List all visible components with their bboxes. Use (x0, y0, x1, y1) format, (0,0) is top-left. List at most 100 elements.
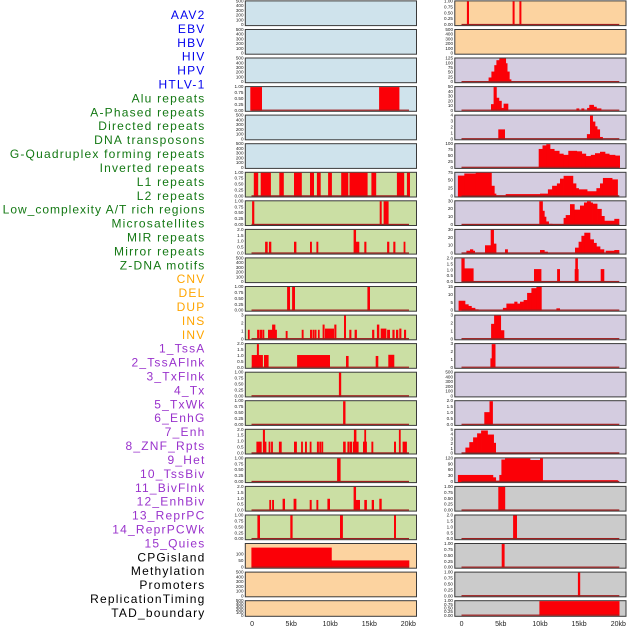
svg-text:A-Phased repeats: A-Phased repeats (90, 105, 205, 119)
svg-text:0.00: 0.00 (235, 193, 244, 198)
svg-text:14_ReprPCWk: 14_ReprPCWk (112, 523, 205, 537)
svg-text:0.00: 0.00 (444, 508, 453, 513)
svg-text:200: 200 (236, 13, 244, 18)
svg-text:TAD_boundary: TAD_boundary (111, 606, 205, 620)
svg-text:0.25: 0.25 (235, 473, 244, 478)
svg-text:0.00: 0.00 (235, 308, 244, 313)
svg-text:0.0: 0.0 (237, 451, 244, 456)
svg-text:10: 10 (448, 214, 454, 219)
svg-text:0.25: 0.25 (444, 609, 453, 614)
svg-text:0.25: 0.25 (235, 188, 244, 193)
svg-text:0: 0 (450, 193, 453, 198)
svg-text:9_Het: 9_Het (167, 453, 205, 467)
svg-text:0: 0 (450, 136, 453, 141)
svg-text:8_ZNF_Rpts: 8_ZNF_Rpts (125, 439, 205, 453)
svg-text:1.00: 1.00 (235, 198, 244, 203)
svg-text:0.5: 0.5 (237, 245, 244, 250)
svg-text:1.00: 1.00 (444, 541, 453, 546)
svg-text:0.25: 0.25 (235, 530, 244, 535)
svg-text:0: 0 (450, 251, 453, 256)
svg-text:0.00: 0.00 (444, 22, 453, 27)
svg-text:EBV: EBV (178, 22, 206, 36)
svg-text:0.50: 0.50 (235, 182, 244, 187)
svg-text:1.5: 1.5 (237, 347, 244, 352)
svg-text:500: 500 (445, 370, 453, 375)
svg-text:90: 90 (448, 461, 454, 466)
svg-text:20: 20 (448, 206, 454, 211)
svg-text:3_TxFlnk: 3_TxFlnk (147, 370, 206, 384)
svg-text:0: 0 (450, 165, 453, 170)
svg-text:0.25: 0.25 (235, 387, 244, 392)
svg-text:HTLV-1: HTLV-1 (159, 78, 206, 92)
svg-text:400: 400 (236, 117, 244, 122)
svg-text:DUP: DUP (177, 300, 206, 314)
svg-text:AAV2: AAV2 (171, 8, 206, 22)
svg-text:0.5: 0.5 (237, 445, 244, 450)
svg-text:0.0: 0.0 (447, 422, 454, 427)
svg-text:5: 5 (450, 427, 453, 432)
svg-text:300: 300 (236, 65, 244, 70)
svg-text:Alu repeats: Alu repeats (132, 91, 206, 105)
svg-text:0: 0 (450, 51, 453, 56)
svg-text:0.50: 0.50 (235, 524, 244, 529)
svg-text:500: 500 (236, 56, 244, 61)
svg-text:2: 2 (450, 441, 453, 446)
svg-text:20kb: 20kb (401, 621, 416, 628)
svg-text:0: 0 (450, 365, 453, 370)
svg-text:0.50: 0.50 (235, 96, 244, 101)
svg-text:0: 0 (450, 479, 453, 484)
svg-text:0.0: 0.0 (237, 508, 244, 513)
svg-text:0: 0 (460, 621, 464, 628)
svg-text:200: 200 (445, 41, 453, 46)
svg-text:1.00: 1.00 (444, 598, 453, 603)
svg-text:12_EnhBiv: 12_EnhBiv (137, 495, 206, 509)
svg-text:400: 400 (236, 32, 244, 37)
svg-text:0: 0 (241, 136, 244, 141)
svg-text:2.0: 2.0 (237, 341, 244, 346)
svg-text:400: 400 (236, 260, 244, 265)
svg-text:400: 400 (445, 32, 453, 37)
svg-text:1.00: 1.00 (235, 370, 244, 375)
svg-text:0: 0 (450, 308, 453, 313)
svg-text:0.5: 0.5 (447, 530, 454, 535)
svg-text:0.00: 0.00 (235, 393, 244, 398)
svg-text:0.25: 0.25 (444, 502, 453, 507)
svg-text:20: 20 (448, 98, 454, 103)
svg-text:20kb: 20kb (611, 621, 626, 628)
svg-text:2: 2 (450, 349, 453, 354)
svg-text:30: 30 (448, 94, 454, 99)
svg-text:0.25: 0.25 (444, 559, 453, 564)
svg-text:4: 4 (450, 113, 453, 118)
svg-text:10_TssBiv: 10_TssBiv (140, 467, 206, 481)
svg-text:0.50: 0.50 (444, 553, 453, 558)
svg-text:120: 120 (445, 455, 453, 460)
svg-text:1.00: 1.00 (444, 570, 453, 575)
svg-text:1: 1 (450, 328, 453, 333)
svg-text:0.50: 0.50 (444, 10, 453, 15)
svg-text:0.75: 0.75 (235, 518, 244, 523)
svg-text:0.50: 0.50 (235, 210, 244, 215)
svg-text:500: 500 (236, 0, 244, 3)
svg-text:100: 100 (236, 589, 244, 594)
svg-text:2.0: 2.0 (237, 227, 244, 232)
svg-text:0.25: 0.25 (235, 302, 244, 307)
svg-text:0.75: 0.75 (444, 576, 453, 581)
svg-text:0.25: 0.25 (444, 587, 453, 592)
svg-text:0.00: 0.00 (444, 565, 453, 570)
svg-text:Z-DNA motifs: Z-DNA motifs (120, 258, 206, 272)
svg-text:300: 300 (236, 151, 244, 156)
svg-text:200: 200 (236, 584, 244, 589)
svg-text:10kb: 10kb (323, 621, 338, 628)
svg-text:0.50: 0.50 (444, 605, 453, 610)
svg-text:0.00: 0.00 (235, 222, 244, 227)
svg-text:0.0: 0.0 (237, 251, 244, 256)
svg-text:100: 100 (236, 74, 244, 79)
svg-text:2.0: 2.0 (237, 427, 244, 432)
svg-text:Inverted repeats: Inverted repeats (100, 161, 206, 175)
svg-text:50: 50 (448, 84, 454, 89)
svg-text:400: 400 (236, 146, 244, 151)
svg-text:1: 1 (450, 357, 453, 362)
svg-text:0: 0 (241, 565, 244, 570)
svg-text:300: 300 (236, 604, 244, 609)
svg-text:0.25: 0.25 (444, 16, 453, 21)
